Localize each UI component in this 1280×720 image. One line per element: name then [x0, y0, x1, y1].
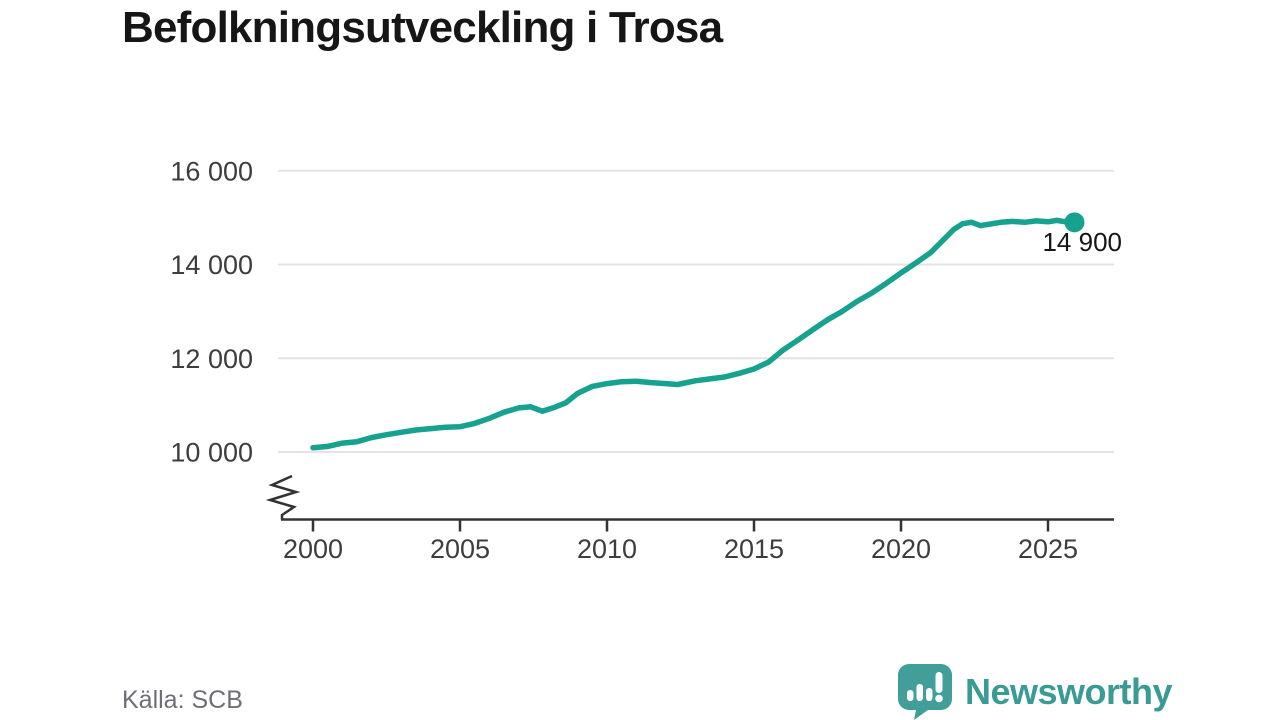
- latest-value-label: 14 900: [1042, 227, 1122, 257]
- source-note: Källa: SCB: [122, 686, 243, 714]
- latest-value-dot: [1064, 212, 1085, 233]
- x-axis-tick-label: 2020: [871, 534, 931, 564]
- newsworthy-speech-bubble-bar-chart-icon: [898, 664, 952, 720]
- x-axis-tick-label: 2015: [724, 534, 784, 564]
- y-axis-tick-label: 16 000: [170, 156, 253, 186]
- x-axis-tick-label: 2025: [1018, 534, 1078, 564]
- chart-title: Befolkningsutveckling i Trosa: [122, 3, 723, 52]
- x-axis-tick-label: 2000: [283, 534, 343, 564]
- y-axis-tick-label: 12 000: [170, 344, 253, 374]
- newsworthy-logo: Newsworthy: [896, 663, 1173, 720]
- y-axis-tick-label: 10 000: [170, 438, 253, 468]
- population-line: [310, 217, 1078, 451]
- newsworthy-logo-text: Newsworthy: [965, 670, 1173, 712]
- x-axis-tick-label: 2005: [430, 534, 490, 564]
- x-axis-tick-label: 2010: [577, 534, 637, 564]
- axis-break-icon: [265, 474, 301, 520]
- y-axis-tick-label: 14 000: [170, 250, 253, 280]
